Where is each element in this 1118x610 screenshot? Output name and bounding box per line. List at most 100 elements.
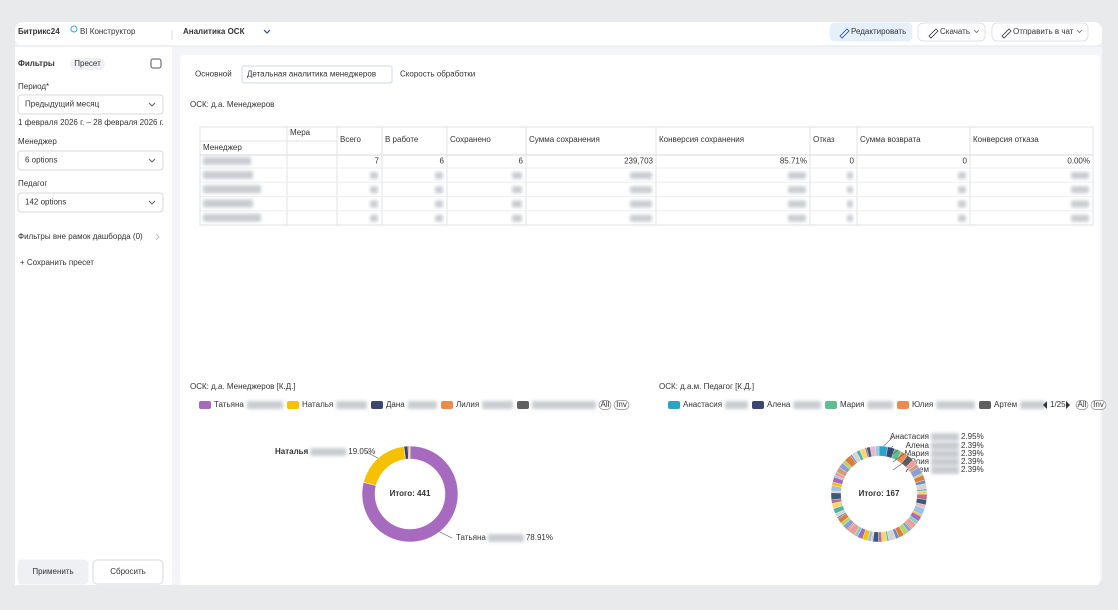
blurred-text xyxy=(793,401,821,409)
blurred-text xyxy=(936,401,975,409)
legend-swatch[interactable] xyxy=(441,401,453,409)
filter-value[interactable]: 142 options xyxy=(25,198,66,207)
blurred-text xyxy=(847,215,853,222)
table-cell: 0.00% xyxy=(1067,157,1090,166)
header-button-label[interactable]: Редактировать xyxy=(851,27,906,36)
blurred-text xyxy=(931,450,959,458)
filter-label: Период* xyxy=(18,82,49,91)
table-header: Мера xyxy=(290,128,311,137)
slice-value-label: 2.39% xyxy=(961,465,984,474)
table-cell: 0 xyxy=(850,157,855,166)
blurred-text xyxy=(630,186,652,193)
slice-value-label: 78.91% xyxy=(526,533,553,542)
blurred-text xyxy=(247,401,283,409)
filter-label: Педагог xyxy=(18,179,47,188)
blurred-text xyxy=(203,214,261,222)
table-cell: 7 xyxy=(375,157,380,166)
blurred-text xyxy=(336,401,367,409)
blurred-text xyxy=(958,215,966,222)
legend-label[interactable]: Татьяна xyxy=(214,400,244,409)
legend-swatch[interactable] xyxy=(199,401,211,409)
legend-swatch[interactable] xyxy=(668,401,680,409)
blurred-text xyxy=(482,401,513,409)
blurred-text xyxy=(512,186,522,193)
blurred-text xyxy=(958,172,966,179)
blurred-text xyxy=(725,401,748,409)
save-preset[interactable]: + Сохранить пресет xyxy=(20,258,94,267)
blurred-text xyxy=(1071,215,1089,222)
legend-label[interactable]: Лилия xyxy=(456,400,479,409)
legend-control-label[interactable]: Inv xyxy=(1093,400,1104,409)
legend-label[interactable]: Дана xyxy=(386,400,405,409)
outside-filters[interactable]: Фильтры вне рамок дашборда (0) xyxy=(18,232,143,241)
blurred-text xyxy=(435,186,443,193)
table-header: Отказ xyxy=(813,135,835,144)
table-cell: 0 xyxy=(963,157,968,166)
table-header: Сумма сохранения xyxy=(529,135,600,144)
filter-label: Менеджер xyxy=(18,137,57,146)
pager-label: 1/25 xyxy=(1050,400,1066,409)
table-header: Менеджер xyxy=(203,143,242,152)
donut-total: Итого: 441 xyxy=(390,489,431,498)
legend-label[interactable]: Анастасия xyxy=(683,400,722,409)
legend-control-label[interactable]: All xyxy=(601,400,610,409)
legend-swatch[interactable] xyxy=(752,401,764,409)
legend-swatch[interactable] xyxy=(897,401,909,409)
table-header: В работе xyxy=(385,135,419,144)
legend-swatch[interactable] xyxy=(287,401,299,409)
blurred-text xyxy=(435,201,443,208)
legend-swatch[interactable] xyxy=(825,401,837,409)
dashboard-title[interactable]: Аналитика ОСК xyxy=(183,27,245,36)
legend-label[interactable]: Артем xyxy=(994,400,1017,409)
legend-swatch[interactable] xyxy=(517,401,529,409)
blurred-text xyxy=(1071,172,1089,179)
blurred-text xyxy=(203,171,253,179)
product-name: BI Конструктор xyxy=(80,27,136,36)
legend-swatch[interactable] xyxy=(371,401,383,409)
donut-slice xyxy=(409,446,410,459)
blurred-text xyxy=(630,172,652,179)
blurred-text xyxy=(788,201,806,208)
blurred-text xyxy=(867,401,893,409)
reset-label[interactable]: Сбросить xyxy=(110,567,146,576)
chart-title: ОСК: д.а.м. Педагог [К.Д.] xyxy=(659,382,754,391)
sidebar xyxy=(15,47,172,585)
blurred-text xyxy=(512,172,522,179)
sidebar-title: Фильтры xyxy=(18,59,55,68)
tab[interactable]: Детальная аналитика менеджеров xyxy=(247,70,376,79)
blurred-text xyxy=(630,201,652,208)
blurred-text xyxy=(630,215,652,222)
slice-name: Анастасия xyxy=(890,432,929,441)
blurred-text xyxy=(435,172,443,179)
legend-control-label[interactable]: All xyxy=(1078,400,1087,409)
donut-slice xyxy=(878,532,882,542)
filter-value[interactable]: Предыдущий месяц xyxy=(25,100,100,109)
blurred-text xyxy=(931,458,959,466)
blurred-text xyxy=(958,201,966,208)
legend-label[interactable]: Алена xyxy=(767,400,791,409)
blurred-text xyxy=(370,186,378,193)
legend-label[interactable]: Мария xyxy=(840,400,864,409)
legend-label[interactable]: Наталья xyxy=(302,400,333,409)
table-header: Всего xyxy=(340,135,362,144)
header-button-label[interactable]: Скачать xyxy=(940,27,970,36)
donut-slice xyxy=(875,446,879,456)
blurred-text xyxy=(847,201,853,208)
blurred-text xyxy=(1071,186,1089,193)
blurred-text xyxy=(788,186,806,193)
blurred-text xyxy=(931,433,959,441)
header-button-label[interactable]: Отправить в чат xyxy=(1013,27,1074,36)
slice-value-label: 19.05% xyxy=(348,447,375,456)
donut-slice xyxy=(831,493,841,500)
legend-swatch[interactable] xyxy=(979,401,991,409)
blurred-text xyxy=(435,215,443,222)
tab[interactable]: Скорость обработки xyxy=(400,70,475,79)
filter-hint: 1 февраля 2026 г. – 28 февраля 2026 г. xyxy=(18,118,164,127)
filter-value[interactable]: 6 options xyxy=(25,156,57,165)
apply-label[interactable]: Применить xyxy=(32,567,73,576)
tab[interactable]: Основной xyxy=(195,70,232,79)
table-cell: 85.71% xyxy=(780,157,807,166)
legend-label[interactable]: Юлия xyxy=(912,400,933,409)
legend-control-label[interactable]: Inv xyxy=(616,400,627,409)
blurred-text xyxy=(532,401,596,409)
